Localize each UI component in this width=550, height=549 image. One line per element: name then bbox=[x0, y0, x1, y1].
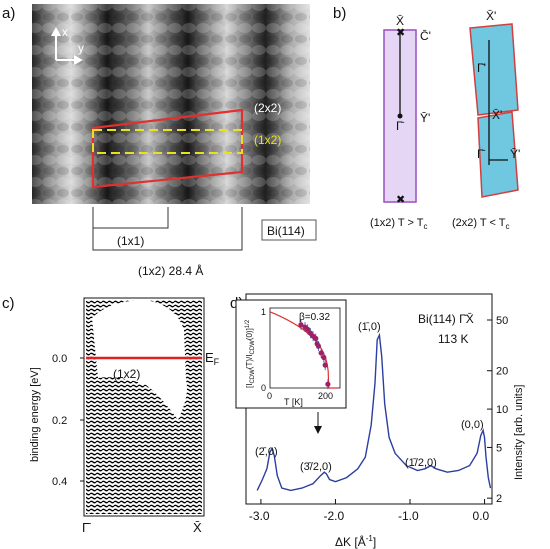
c-ytick: 0.0 bbox=[52, 353, 67, 365]
inset-point bbox=[318, 350, 324, 356]
bz-1x2-gamma: Γ̄ bbox=[396, 119, 405, 133]
band-frame bbox=[83, 297, 205, 517]
spectrum-line bbox=[256, 332, 492, 492]
c-ylabel: binding energy [eV] bbox=[29, 367, 41, 462]
y-tick-label: 20 bbox=[496, 366, 508, 378]
inset-xlabel: T [K] bbox=[284, 397, 303, 407]
y-tick-label: 5 bbox=[496, 442, 502, 454]
axis-x-label: x bbox=[62, 25, 68, 39]
x-tick-label: -2.0 bbox=[323, 509, 344, 523]
bz-2x2-x-top: X̄' bbox=[486, 9, 496, 23]
inset-ytick: 1 bbox=[261, 307, 266, 317]
peak-label: (1̄,0) bbox=[358, 321, 381, 333]
panel-c-label: c) bbox=[2, 295, 15, 312]
y-tick-label: 10 bbox=[496, 404, 508, 416]
x-tick-label: -1.0 bbox=[398, 509, 419, 523]
inset-points bbox=[298, 319, 331, 390]
x-mark-bottom-icon: ✖ bbox=[396, 194, 405, 206]
gamma-point bbox=[397, 113, 403, 119]
panel-b: b) ✖ ✖ X̄ C̄' Ȳ' Γ̄ (1x2) T > Tc X̄' Γ̄'… bbox=[333, 5, 520, 231]
inset-point bbox=[305, 326, 311, 332]
panel-a: a) x y (2x2) (1x2) (1x1) Bi(114) (1x2) 2… bbox=[2, 4, 317, 278]
axis-arrows-icon bbox=[51, 27, 83, 65]
band-gap-region bbox=[92, 300, 187, 420]
label-period: (1x2) 28.4 Å bbox=[138, 263, 203, 278]
axis-y-label: y bbox=[78, 41, 84, 55]
inset-frame bbox=[235, 299, 347, 409]
x-tick-label: -3.0 bbox=[249, 509, 270, 523]
inset-point bbox=[322, 362, 328, 368]
x-tick-label: 0.0 bbox=[473, 509, 490, 523]
inset-point bbox=[298, 322, 304, 328]
x-mark-icon: ✖ bbox=[396, 27, 405, 39]
c-xtick-x: X̄ bbox=[193, 520, 202, 535]
fermi-label: EF bbox=[205, 350, 220, 367]
plot-title: Bi(114) Γ̄X̄ bbox=[418, 312, 474, 326]
label-bi114: Bi(114) bbox=[267, 224, 305, 238]
panel-a-label: a) bbox=[2, 5, 15, 22]
panel-c: c) (1x2) EF 0.0 0.2 0.4 binding energy [… bbox=[2, 295, 220, 535]
panel-b-label: b) bbox=[333, 5, 346, 22]
y-tick-label: 50 bbox=[496, 315, 508, 327]
bz-1x2-c: C̄' bbox=[420, 29, 431, 43]
y-axis-ticks: 2 5 10 20 50 bbox=[487, 315, 508, 505]
caption-2x2: (2x2) T < Tc bbox=[452, 217, 510, 231]
bz-2x2-y: Ȳ' bbox=[510, 147, 520, 161]
bz-2x2-upper bbox=[469, 23, 519, 116]
inset-beta: β=0.32 bbox=[299, 312, 330, 323]
inset-point bbox=[321, 354, 327, 361]
c-ytick: 0.4 bbox=[52, 476, 67, 488]
bz-1x2-x: X̄ bbox=[396, 14, 404, 28]
x-axis-label: ΔK [Å-1] bbox=[335, 534, 376, 549]
c-xtick-gamma: Γ̄ bbox=[82, 520, 91, 535]
region-label: (1x2) bbox=[113, 367, 140, 381]
y-tick-label: 2 bbox=[496, 493, 502, 505]
inset-xtick: 0 bbox=[267, 391, 272, 401]
label-1x1: (1x1) bbox=[117, 234, 144, 248]
plot-temperature: 113 K bbox=[438, 332, 468, 346]
bz-2x2-lower bbox=[477, 111, 519, 198]
peak-label: (1̄/2,0) bbox=[405, 457, 437, 469]
bz-2x2-gamma-top: Γ̄' bbox=[477, 61, 486, 75]
c-yticks bbox=[80, 357, 84, 482]
bi114-box bbox=[261, 219, 317, 241]
y-axis-label: Intensity [arb. units] bbox=[513, 385, 525, 480]
arrow-down-icon bbox=[314, 426, 322, 434]
cell-1x2-outline bbox=[92, 129, 243, 154]
bracket-1x1 bbox=[92, 207, 169, 229]
bz-1x2-y: Ȳ' bbox=[420, 111, 430, 125]
bz-2x2-x-mid: X̄' bbox=[492, 108, 502, 122]
peak-label: (0,0) bbox=[461, 419, 484, 431]
inset-ylabel: [ICDW(T)/ICDW(0)]1/2 bbox=[245, 319, 256, 388]
inset-point bbox=[325, 381, 331, 387]
peak-label: (3̄/2,0) bbox=[300, 461, 332, 473]
label-1x2: (1x2) bbox=[254, 133, 281, 147]
stm-image-texture bbox=[32, 4, 310, 204]
inset-point bbox=[313, 335, 319, 342]
x-axis-ticks: -3.0 -2.0 -1.0 0.0 bbox=[249, 499, 490, 523]
inset-ytick: 0 bbox=[261, 383, 266, 393]
inset-xtick: 200 bbox=[318, 391, 333, 401]
bz-2x2-gamma-bottom: Γ̄ bbox=[477, 147, 486, 161]
cell-2x2-outline bbox=[91, 108, 244, 189]
caption-1x2: (1x2) T > Tc bbox=[370, 217, 428, 231]
bracket-1x2 bbox=[92, 207, 243, 251]
inset-plot-area bbox=[269, 307, 341, 389]
inset-point bbox=[315, 343, 322, 349]
peak-label: (2̄,0) bbox=[255, 446, 278, 458]
label-2x2: (2x2) bbox=[254, 101, 281, 115]
c-ytick: 0.2 bbox=[52, 415, 67, 427]
